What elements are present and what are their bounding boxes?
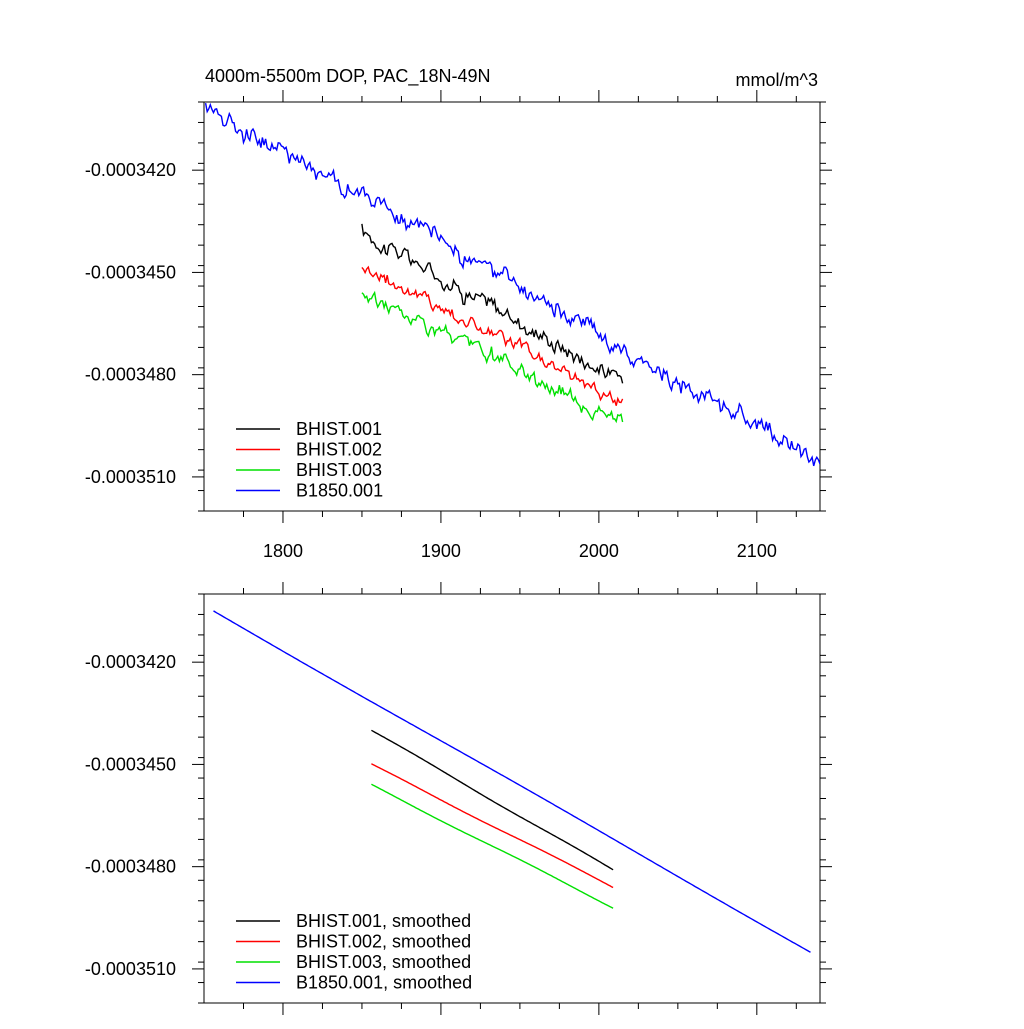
- y-tick-label: -0.0003480: [85, 857, 176, 877]
- series-line: [213, 610, 811, 953]
- y-tick-label: -0.0003510: [85, 959, 176, 979]
- x-tick-label: 1800: [263, 541, 303, 561]
- series-line: [371, 763, 614, 889]
- y-tick-label: -0.0003420: [85, 160, 176, 180]
- legend-label: BHIST.002: [296, 440, 382, 460]
- series-line: [204, 102, 820, 467]
- panel-bottom: -0.0003420 -0.0003450 -0.0003480 -0.0003510…: [85, 582, 832, 1015]
- y-tick-label: -0.0003480: [85, 365, 176, 385]
- series-line: [361, 223, 624, 384]
- y-tick-label: -0.0003510: [85, 467, 176, 487]
- y-tick-label: -0.0003420: [85, 652, 176, 672]
- series-line: [361, 290, 624, 424]
- legend-label: B1850.001, smoothed: [296, 973, 472, 993]
- units-label: mmol/m^3: [736, 70, 818, 90]
- legend-label: B1850.001: [296, 481, 383, 501]
- legend-label: BHIST.003, smoothed: [296, 952, 471, 972]
- y-tick-label: -0.0003450: [85, 754, 176, 774]
- x-tick-label: 1900: [421, 541, 461, 561]
- panel-top: 1800 1900 2000 2100 -0.0003420 -0.0003450 -0.0…: [85, 90, 832, 561]
- series-line: [361, 265, 624, 406]
- x-tick-label: 2000: [579, 541, 619, 561]
- legend-label: BHIST.003: [296, 460, 382, 480]
- y-tick-label: -0.0003450: [85, 262, 176, 282]
- series-line: [371, 783, 614, 909]
- x-tick-label: 2100: [737, 541, 777, 561]
- legend-label: BHIST.002, smoothed: [296, 932, 471, 952]
- legend-label: BHIST.001, smoothed: [296, 911, 471, 931]
- chart-title: 4000m-5500m DOP, PAC_18N-49N: [205, 66, 490, 87]
- legend-label: BHIST.001: [296, 419, 382, 439]
- series-line: [371, 729, 614, 871]
